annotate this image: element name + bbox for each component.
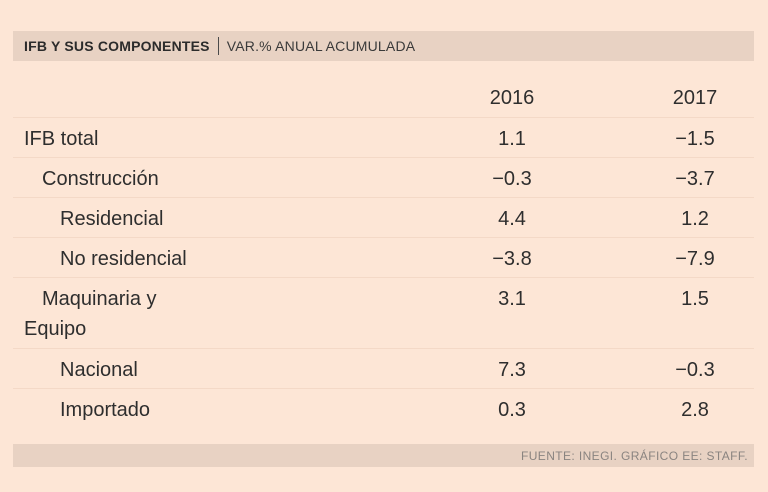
value-2016: 0.3 <box>498 399 526 421</box>
value-2017: −7.9 <box>675 248 715 270</box>
column-header-2017: 2017 <box>672 87 718 109</box>
value-2016: −0.3 <box>492 168 532 190</box>
value-2016: 3.1 <box>498 288 526 310</box>
table-row-ifb-total: IFB total 1.1 −1.5 <box>13 117 754 158</box>
header-row: 2016 2017 <box>13 77 754 117</box>
table-row-construccion: Construcción −0.3 −3.7 <box>13 157 754 198</box>
value-2017: −3.7 <box>675 168 715 190</box>
value-2017: −0.3 <box>675 359 715 381</box>
row-label: No residencial <box>60 248 187 270</box>
value-2017: 1.2 <box>681 208 709 230</box>
value-2017: 1.5 <box>681 288 709 310</box>
value-2016: −3.8 <box>492 248 532 270</box>
table-row-residencial: Residencial 4.4 1.2 <box>13 197 754 238</box>
value-2016: 4.4 <box>498 208 526 230</box>
table-row-no-residencial: No residencial −3.8 −7.9 <box>13 237 754 278</box>
row-label-line-2: Equipo <box>24 318 87 340</box>
row-label-line-1: Maquinaria y <box>42 288 157 310</box>
title-separator <box>217 37 219 55</box>
row-label: Construcción <box>42 168 159 190</box>
chart-subtitle: VAR.% ANUAL ACUMULADA <box>226 38 416 54</box>
row-label: Importado <box>60 399 151 421</box>
source-credit: FUENTE: INEGI. GRÁFICO EE: STAFF. <box>521 448 748 463</box>
column-header-2016: 2016 <box>489 87 535 109</box>
table-row-maquinaria: Maquinaria y Equipo 3.1 1.5 <box>13 277 754 349</box>
value-2017: −1.5 <box>675 128 715 150</box>
source-bar: FUENTE: INEGI. GRÁFICO EE: STAFF. <box>13 444 754 467</box>
value-2016: 1.1 <box>498 128 526 150</box>
row-label: Residencial <box>60 208 164 230</box>
row-label: Nacional <box>60 359 138 381</box>
value-2016: 7.3 <box>498 359 526 381</box>
title-bar: IFB Y SUS COMPONENTES VAR.% ANUAL ACUMUL… <box>13 31 754 61</box>
table-row-importado: Importado 0.3 2.8 <box>13 388 754 429</box>
row-label: IFB total <box>24 128 99 150</box>
value-2017: 2.8 <box>681 399 709 421</box>
chart-title: IFB Y SUS COMPONENTES <box>24 38 210 54</box>
table-row-nacional: Nacional 7.3 −0.3 <box>13 348 754 389</box>
